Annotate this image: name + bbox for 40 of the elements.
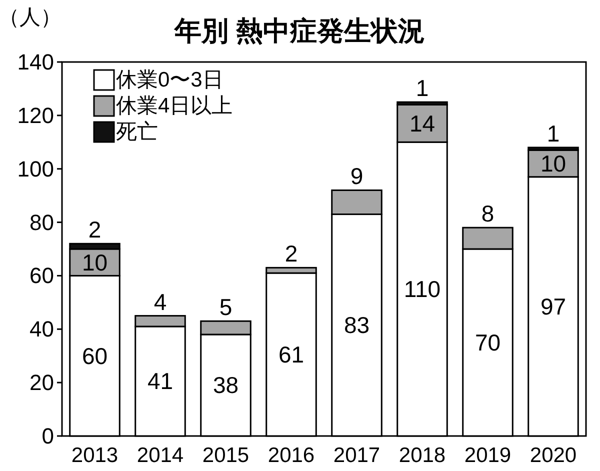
data-label: 38 [212,372,239,398]
x-tick-label: 2015 [202,444,250,467]
data-label: 5 [219,294,232,320]
x-tick-label: 2014 [136,444,184,467]
y-tick-label: 100 [17,156,54,182]
data-label: 1 [416,75,429,102]
x-tick-label: 2016 [268,444,315,467]
x-tick-label: 2013 [71,444,118,467]
y-tick-label: 60 [30,263,54,288]
data-label: 2 [88,216,102,243]
data-label: 2 [284,240,298,267]
y-tick-label: 0 [42,424,54,448]
y-tick-label: 40 [30,316,54,342]
data-label: 70 [474,330,501,356]
data-label: 8 [481,200,494,227]
data-label: 10 [82,249,108,276]
x-tick-label: 2017 [333,444,380,467]
data-label: 1 [546,120,560,146]
legend-label: 死亡 [116,120,158,144]
y-tick-label: 20 [30,370,54,396]
x-tick-label: 2019 [464,444,512,467]
data-label: 83 [344,312,370,338]
data-label: 4 [154,288,167,315]
legend-label: 休業0〜3日 [116,68,224,92]
y-tick-label: 140 [17,50,54,74]
data-label: 97 [540,293,566,320]
y-tick-label: 120 [17,102,54,128]
data-label: 61 [278,342,304,368]
data-label: 9 [350,163,364,190]
y-axis-title: （人） [0,6,62,29]
data-label: 41 [147,368,174,394]
data-label: 110 [404,276,441,302]
data-label: 10 [540,150,566,177]
x-tick-label: 2020 [530,444,577,467]
data-label: 14 [409,110,436,136]
x-tick-label: 2018 [398,444,446,467]
chart-title: 年別 熱中症発生状況 [174,16,426,46]
y-tick-label: 80 [30,210,54,235]
data-label: 60 [82,342,108,369]
legend-label: 休業4日以上 [116,94,233,118]
